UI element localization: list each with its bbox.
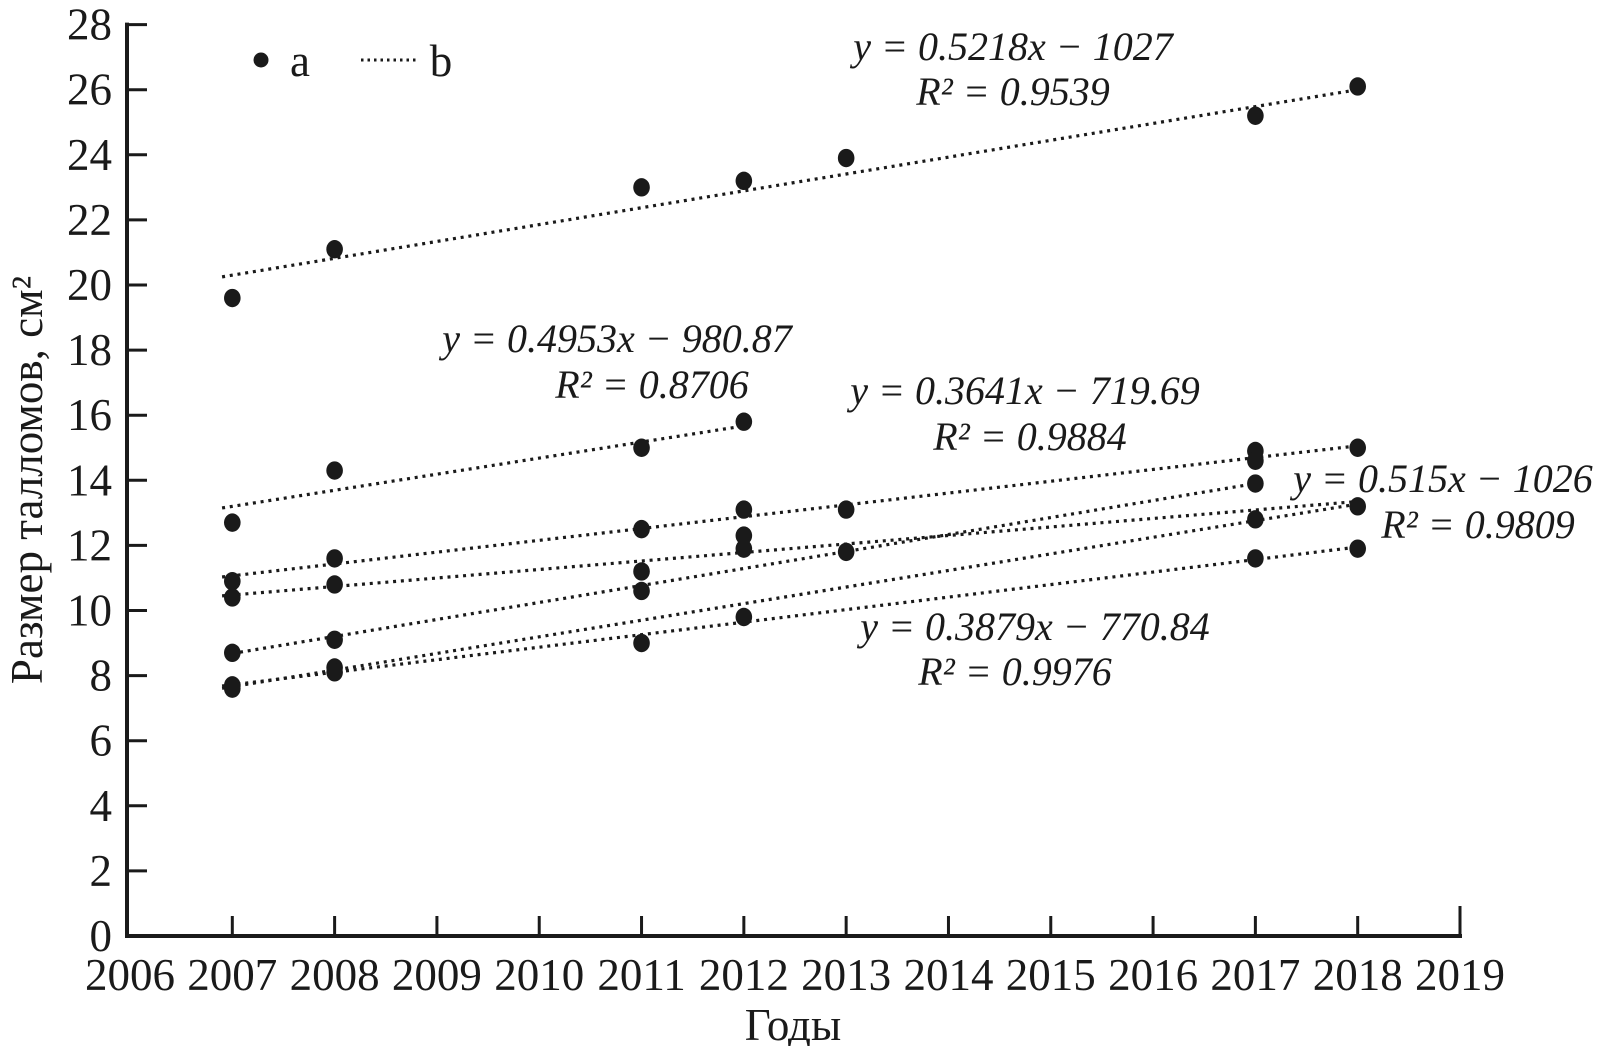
x-tick-label-2016: 2016 <box>1108 950 1198 1000</box>
y-tick-label-0: 0 <box>90 911 113 961</box>
equation-label-series-7-bottom: y = 0.3879x − 770.84 <box>856 604 1210 649</box>
legend-label-a: a <box>290 36 310 86</box>
data-point-series-5-ends-2017 <box>224 643 241 663</box>
equation-label-series-3: y = 0.3641x − 719.69 <box>846 368 1200 413</box>
y-tick-label-12: 12 <box>67 520 112 570</box>
x-tick-label-2018: 2018 <box>1313 950 1403 1000</box>
x-tick-label-2014: 2014 <box>903 950 993 1000</box>
x-tick-label-2008: 2008 <box>290 950 380 1000</box>
y-tick-label-10: 10 <box>67 586 112 636</box>
r-squared-label-series-1-top: R² = 0.9539 <box>915 69 1109 114</box>
trend-line-series-7-bottom <box>221 545 1358 688</box>
x-tick-label-2019: 2019 <box>1415 950 1505 1000</box>
data-point-series-7-bottom <box>224 679 241 698</box>
data-point-series-5-ends-2017 <box>1247 474 1264 493</box>
y-tick-label-6: 6 <box>90 716 113 766</box>
r-squared-label-series-3: R² = 0.9884 <box>932 414 1126 459</box>
y-tick-label-26: 26 <box>67 65 112 115</box>
x-tick-label-2015: 2015 <box>1006 950 1096 1000</box>
equation-label-series-1-top: y = 0.5218x − 1027 <box>849 24 1174 69</box>
y-tick-label-22: 22 <box>67 195 112 245</box>
y-tick-label-24: 24 <box>67 130 112 180</box>
legend-label-b: b <box>430 36 453 86</box>
data-point-series-1-top <box>1247 106 1264 125</box>
data-point-series-3 <box>224 572 241 591</box>
trend-line-series-5-ends-2017 <box>232 481 1256 656</box>
x-tick-label-2007: 2007 <box>187 950 277 1000</box>
y-tick-label-4: 4 <box>90 781 113 831</box>
trend-line-series-6 <box>221 502 1358 690</box>
r-squared-label-series-7-bottom: R² = 0.9976 <box>917 649 1111 694</box>
x-tick-label-2009: 2009 <box>392 950 482 1000</box>
trend-line-series-4-no-equation <box>221 499 1358 598</box>
y-tick-label-28: 28 <box>67 0 112 50</box>
y-axis-title: Размер талломов, см² <box>2 276 52 684</box>
data-point-series-5-ends-2017 <box>326 630 343 649</box>
data-point-series-4-no-equation <box>224 588 241 607</box>
y-tick-label-16: 16 <box>67 390 112 440</box>
trend-line-series-2-ends-2012 <box>221 424 745 510</box>
data-point-series-7-bottom <box>735 607 753 627</box>
data-point-series-7-bottom <box>326 663 343 682</box>
data-point-series-1-top <box>837 148 855 168</box>
data-point-series-1-top <box>224 288 241 308</box>
data-point-series-7-bottom <box>1247 549 1264 568</box>
data-point-series-1-top <box>326 239 343 259</box>
data-point-series-1-top <box>1349 77 1366 96</box>
data-point-series-3 <box>735 500 753 519</box>
x-axis-title: Годы <box>745 1000 841 1046</box>
data-point-series-3 <box>837 500 855 519</box>
r-squared-label-series-6: R² = 0.9809 <box>1380 502 1574 547</box>
legend-dot-icon <box>253 52 269 68</box>
y-tick-label-2: 2 <box>90 846 113 896</box>
data-point-series-4-no-equation <box>633 562 650 581</box>
y-tick-label-18: 18 <box>67 325 112 375</box>
equation-label-series-2-ends-2012: y = 0.4953x − 980.87 <box>438 316 793 361</box>
x-tick-label-2010: 2010 <box>494 950 584 1000</box>
data-point-series-4-no-equation <box>326 575 343 594</box>
equation-label-series-6: y = 0.515x − 1026 <box>1289 456 1593 501</box>
data-point-series-1-top <box>735 171 753 191</box>
y-tick-label-14: 14 <box>67 455 112 505</box>
trend-line-series-1-top <box>221 88 1358 279</box>
x-tick-label-2006: 2006 <box>85 950 175 1000</box>
data-point-series-4-no-equation <box>735 539 753 558</box>
x-tick-label-2011: 2011 <box>597 950 685 1000</box>
data-point-series-1-top <box>633 178 650 197</box>
data-point-series-4-no-equation <box>837 542 855 562</box>
data-point-series-5-ends-2017 <box>735 526 753 545</box>
data-point-series-3 <box>1349 438 1366 457</box>
data-point-series-3 <box>1247 451 1264 470</box>
data-point-series-7-bottom <box>633 633 650 653</box>
y-tick-label-8: 8 <box>90 651 113 701</box>
data-point-series-6 <box>1349 497 1366 516</box>
data-point-series-2-ends-2012 <box>326 461 343 480</box>
data-point-series-5-ends-2017 <box>633 581 650 601</box>
data-point-series-6 <box>1247 510 1264 529</box>
r-squared-label-series-2-ends-2012: R² = 0.8706 <box>554 362 748 407</box>
y-tick-label-20: 20 <box>67 260 112 310</box>
x-tick-label-2012: 2012 <box>699 950 789 1000</box>
data-point-series-2-ends-2012 <box>224 513 241 532</box>
trend-line-series-3 <box>221 444 1358 579</box>
x-tick-label-2013: 2013 <box>801 950 891 1000</box>
data-point-series-3 <box>633 519 650 539</box>
data-point-series-2-ends-2012 <box>735 412 753 431</box>
data-point-series-3 <box>326 549 343 568</box>
x-tick-label-2017: 2017 <box>1210 950 1300 1000</box>
data-point-series-7-bottom <box>1349 539 1366 558</box>
data-point-series-2-ends-2012 <box>633 438 650 457</box>
